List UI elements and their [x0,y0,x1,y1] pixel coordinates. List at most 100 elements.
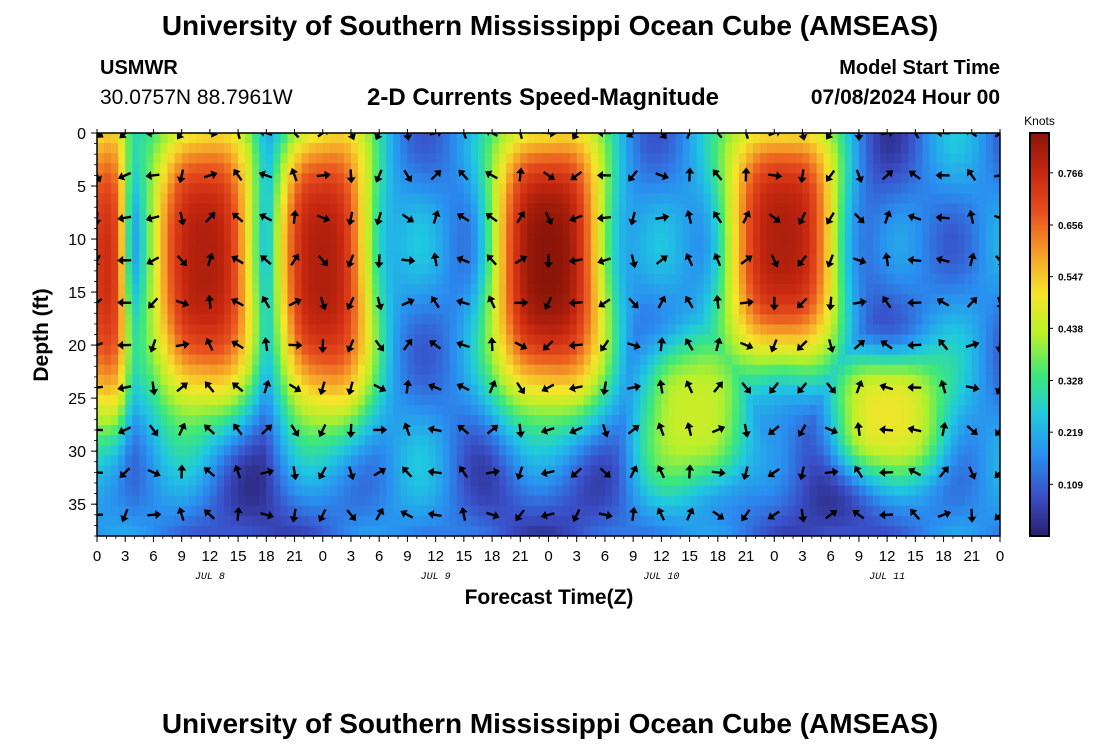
heatmap-cell [774,143,782,154]
heatmap-cell [576,173,585,184]
heatmap-cell [421,455,430,467]
heatmap-cell [118,243,126,255]
heatmap-cell [929,394,938,406]
heatmap-cell [287,203,296,215]
heatmap-cell [710,475,719,487]
heatmap-cell [654,163,662,174]
heatmap-cell [774,133,782,144]
heatmap-cell [717,284,726,295]
heatmap-cell [153,415,162,426]
heatmap-cell [668,515,677,527]
heatmap-cell [470,324,479,336]
heatmap-cell [788,334,797,346]
heatmap-cell [350,223,359,235]
heatmap-cell [287,495,296,507]
heatmap-cell [830,193,839,205]
heatmap-cell [167,133,176,144]
heatmap-cell [795,525,804,536]
heatmap-cell [781,223,789,235]
heatmap-cell [731,364,740,376]
heatmap-cell [661,163,670,174]
heatmap-cell [259,405,267,416]
heatmap-cell [202,213,211,225]
heatmap-cell [802,223,811,235]
heatmap-cell [393,163,401,174]
heatmap-cell [336,344,345,356]
heatmap-cell [816,394,825,406]
heatmap-cell [365,223,373,235]
heatmap-cell [611,505,620,517]
heatmap-cell [746,143,754,154]
heatmap-cell [118,455,126,467]
heatmap-cell [753,435,761,446]
heatmap-cell [287,213,296,225]
heatmap-cell [922,515,931,527]
heatmap-cell [223,314,232,326]
heatmap-cell [132,153,140,164]
heatmap-cell [372,334,380,346]
heatmap-cell [273,505,282,517]
heatmap-cell [717,405,726,416]
heatmap-cell [209,405,218,416]
heatmap-cell [668,475,677,487]
heatmap-cell [209,183,218,195]
heatmap-cell [548,354,557,366]
heatmap-cell [562,153,571,164]
heatmap-cell [414,485,423,497]
heatmap-cell [915,163,923,174]
heatmap-cell [548,334,557,346]
heatmap-cell [400,525,408,536]
heatmap-cell [513,173,521,184]
heatmap-cell [964,284,973,295]
heatmap-cell [160,425,169,436]
heatmap-cell [273,243,282,255]
heatmap-cell [358,173,366,184]
heatmap-cell [682,465,691,477]
heatmap-cell [541,475,550,487]
heatmap-cell [231,435,239,446]
heatmap-cell [964,445,973,456]
heatmap-cell [435,465,444,477]
heatmap-cell [195,133,204,144]
heatmap-cell [139,213,147,225]
heatmap-cell [583,465,592,477]
heatmap-cell [209,203,218,215]
heatmap-cell [209,505,218,517]
heatmap-cell [386,203,394,215]
heatmap-cell [492,203,500,215]
heatmap-cell [477,153,486,164]
heatmap-cell [781,133,789,144]
heatmap-cell [534,364,543,376]
heatmap-cell [435,294,444,305]
heatmap-cell [245,394,253,406]
heatmap-cell [470,213,479,225]
heatmap-cell [463,243,472,255]
heatmap-cell [223,304,232,315]
heatmap-cell [548,324,557,336]
heatmap-cell [322,284,331,295]
heatmap-cell [950,405,959,416]
heatmap-cell [654,183,662,195]
heatmap-cell [597,153,606,164]
heatmap-cell [675,394,684,406]
heatmap-cell [442,274,451,285]
heatmap-cell [731,384,740,396]
heatmap-cell [541,354,550,366]
heatmap-cell [611,173,620,184]
heatmap-cell [781,374,789,386]
heatmap-cell [767,203,775,215]
heatmap-cell [746,465,754,477]
heatmap-cell [372,284,380,295]
heatmap-cell [132,405,140,416]
heatmap-cell [245,193,253,205]
heatmap-cell [844,364,853,376]
heatmap-cell [280,405,289,416]
heatmap-cell [195,284,204,295]
heatmap-cell [358,253,366,265]
heatmap-cell [470,284,479,295]
heatmap-cell [774,384,782,396]
heatmap-cell [379,203,387,215]
heatmap-cell [619,143,627,154]
heatmap-cell [675,263,684,275]
heatmap-cell [576,324,585,336]
